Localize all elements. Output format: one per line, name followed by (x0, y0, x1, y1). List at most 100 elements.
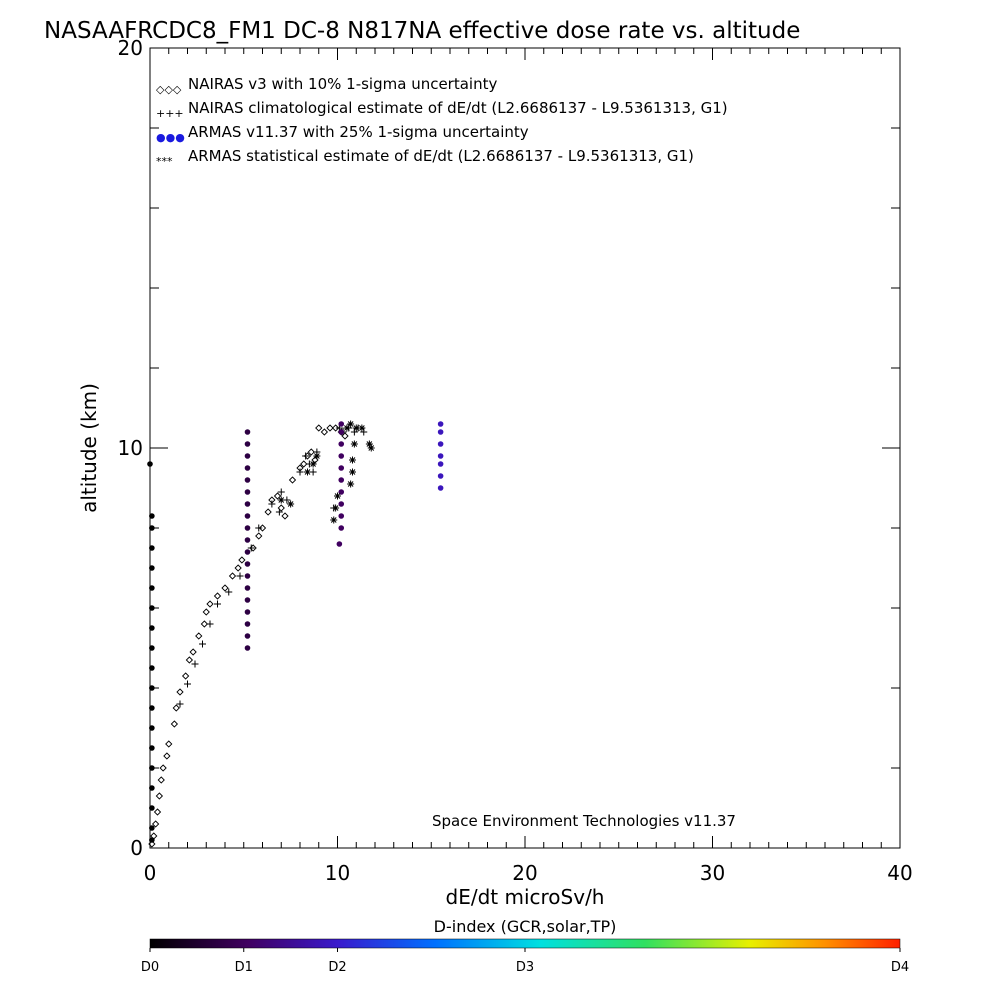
armas-dot-mark (244, 573, 251, 579)
nairas-diamond-mark (273, 492, 282, 500)
nairas-plus-mark (268, 500, 276, 508)
legend-symbol: ●●● (156, 131, 185, 144)
nairas-diamond-mark (300, 460, 308, 468)
armas-dot-mark (244, 477, 251, 483)
armas-asterisk-mark (334, 492, 341, 500)
x-axis-label: dE/dt microSv/h (446, 885, 605, 909)
x-tick-label: 20 (512, 861, 537, 885)
legend-label: ARMAS v11.37 with 25% 1-sigma uncertaint… (188, 123, 529, 141)
armas-dot-mark (149, 785, 155, 791)
credit-annotation: Space Environment Technologies v11.37 (432, 812, 736, 830)
nairas-diamond-mark (281, 512, 289, 520)
colorbar-label: D2 (328, 960, 346, 975)
armas-dot-mark (149, 705, 155, 711)
armas-dot-mark (244, 489, 251, 495)
armas-dot-mark (149, 745, 155, 751)
y-tick-label: 0 (130, 836, 143, 860)
nairas-diamond-mark (163, 752, 171, 760)
nairas-diamond-mark (234, 564, 242, 572)
armas-dot-mark (244, 609, 251, 615)
nairas-diamond-mark (200, 620, 209, 628)
colorbar-label: D0 (141, 960, 159, 975)
armas-asterisk-mark (358, 424, 366, 432)
armas-dot-mark (244, 633, 251, 639)
nairas-diamond-mark (157, 776, 165, 784)
axis-ticks (149, 47, 901, 849)
y-tick-label: 20 (118, 36, 143, 60)
colorbar-title: D-index (GCR,solar,TP) (434, 917, 617, 936)
armas-dot-mark (149, 625, 155, 631)
nairas-diamond-mark (258, 524, 267, 532)
armas-dot-mark (244, 549, 251, 555)
armas-dot-mark (437, 461, 444, 467)
x-tick-label: 10 (325, 861, 350, 885)
armas-dot-mark (338, 465, 345, 471)
armas-asterisk-mark (349, 456, 356, 464)
colorbar (149, 938, 901, 949)
legend-label: ARMAS statistical estimate of dE/dt (L2.… (188, 147, 694, 165)
nairas-diamond-mark (288, 476, 297, 484)
nairas-plus-mark (302, 452, 310, 460)
armas-asterisk-mark (347, 420, 355, 428)
nairas-plus-mark (214, 600, 221, 608)
armas-dot-mark (244, 513, 251, 519)
armas-dot-mark (149, 765, 155, 771)
nairas-plus-mark (277, 488, 285, 496)
x-tick-label: 30 (700, 861, 725, 885)
armas-dot-mark (244, 525, 251, 531)
nairas-diamond-mark (185, 656, 194, 664)
nairas-diamond-mark (148, 840, 156, 848)
colorbar-ticks: D0 D1 D2 D3 D4 (141, 948, 909, 975)
armas-asterisk-mark (277, 496, 285, 504)
chart-title: NASAAFRCDC8_FM1 DC-8 N817NA effective do… (44, 18, 800, 44)
nairas-plus-mark (184, 680, 191, 688)
colorbar-label: D3 (516, 960, 534, 975)
nairas-diamond-mark (202, 608, 210, 616)
nairas-diamond-mark (151, 820, 160, 828)
nairas-diamond-mark (238, 556, 246, 564)
armas-dot-mark (149, 825, 155, 831)
armas-dot-mark (147, 461, 153, 467)
nairas-diamond-mark (221, 584, 229, 592)
nairas-plus-mark (191, 660, 199, 668)
armas-dot-mark (338, 501, 345, 507)
armas-dot-mark (437, 421, 444, 427)
nairas-diamond-mark (170, 720, 179, 728)
nairas-diamond-mark (264, 508, 272, 516)
armas-dot-mark (338, 477, 345, 483)
armas-asterisk-mark (332, 504, 340, 512)
armas-dot-mark (149, 725, 155, 731)
armas-dot-mark (437, 485, 444, 491)
x-tick-label: 0 (144, 861, 157, 885)
armas-asterisk-mark (343, 424, 351, 432)
legend: ◇◇◇ NAIRAS v3 with 10% 1-sigma uncertaint… (156, 75, 728, 168)
armas-asterisk-mark (309, 460, 317, 468)
tick-labels: 0 10 20 30 40 0 10 20 (118, 36, 913, 885)
armas-dot-mark (437, 441, 444, 447)
armas-dot-mark (244, 501, 251, 507)
armas-dot-mark (149, 805, 155, 811)
nairas-diamond-mark (206, 600, 214, 608)
armas-asterisk-mark (367, 444, 375, 452)
plot-frame (149, 47, 901, 849)
armas-dot-mark (244, 453, 251, 459)
armas-dot-mark (244, 537, 251, 543)
nairas-plus-mark (255, 524, 263, 532)
nairas-diamond-mark (213, 592, 222, 600)
nairas-diamond-mark (326, 424, 334, 432)
nairas-diamond-mark (307, 448, 315, 456)
nairas-plus-mark (275, 508, 283, 516)
legend-symbol: ◇◇◇ (156, 83, 182, 96)
colorbar-label: D4 (891, 960, 909, 975)
armas-dot-mark (149, 645, 155, 651)
armas-asterisk-mark (287, 500, 295, 508)
legend-label: NAIRAS climatological estimate of dE/dt … (188, 99, 728, 117)
nairas-diamond-mark (159, 764, 167, 772)
nairas-diamond-mark (189, 648, 197, 656)
nairas-plus-mark (206, 620, 214, 628)
nairas-diamond-mark (165, 740, 173, 748)
armas-asterisk-mark (347, 480, 355, 488)
nairas-diamond-mark (172, 704, 180, 712)
nairas-plus-mark (199, 640, 206, 648)
